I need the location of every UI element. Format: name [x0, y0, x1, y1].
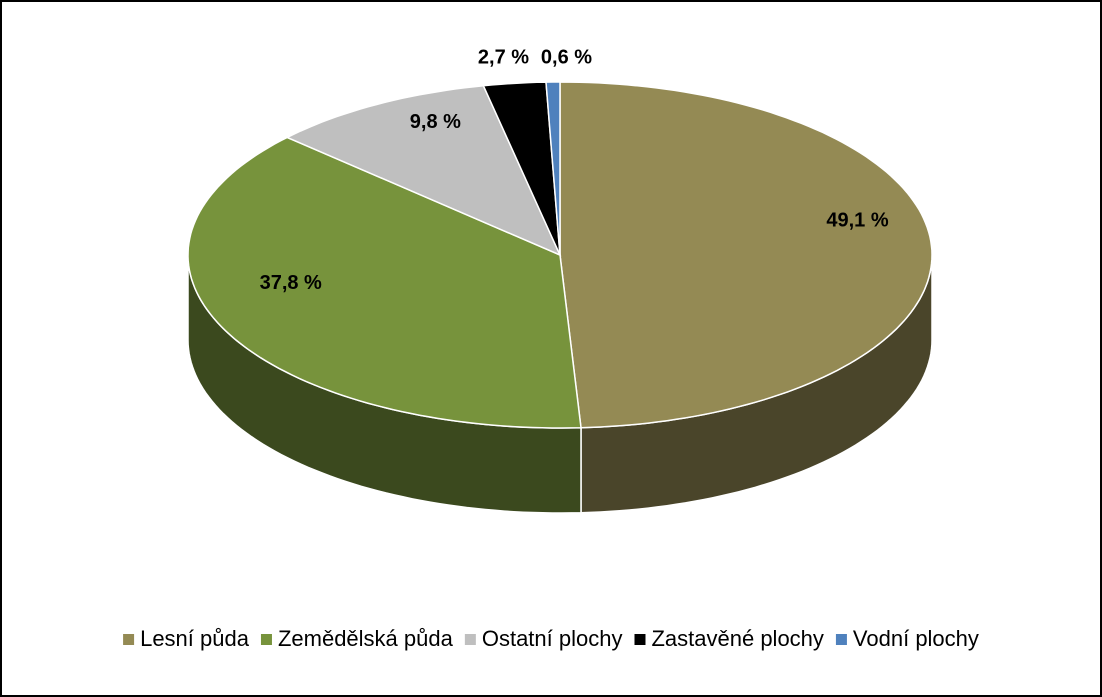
legend-swatch	[123, 634, 135, 645]
slice	[559, 81, 933, 429]
legend-label: Vodní plochy	[853, 626, 979, 651]
legend: Lesní půda Zemědělská půda Ostatní plochy Z…	[123, 626, 979, 651]
slice	[482, 81, 561, 256]
legend-swatch	[835, 634, 847, 645]
value-label: 49,1 %	[826, 209, 888, 231]
legend-label: Lesní půda	[140, 626, 250, 651]
value-label: 0,6 %	[541, 46, 592, 68]
value-label: 2,7 %	[478, 46, 529, 68]
value-label: 37,8 %	[260, 272, 322, 294]
slice	[187, 136, 582, 429]
pie-tops	[187, 81, 933, 429]
legend-swatch	[260, 634, 272, 645]
slice	[545, 81, 561, 256]
legend-swatch	[464, 634, 476, 645]
value-labels: 49,1 % 37,8 % 9,8 % 2,7 % 0,6 %	[260, 46, 889, 294]
slice	[285, 84, 562, 257]
value-label: 9,8 %	[410, 111, 461, 133]
legend-label: Zemědělská půda	[278, 626, 454, 651]
legend-label: Zastavěné plochy	[651, 626, 823, 651]
legend-swatch	[634, 634, 646, 645]
legend-label: Ostatní plochy	[482, 626, 623, 651]
